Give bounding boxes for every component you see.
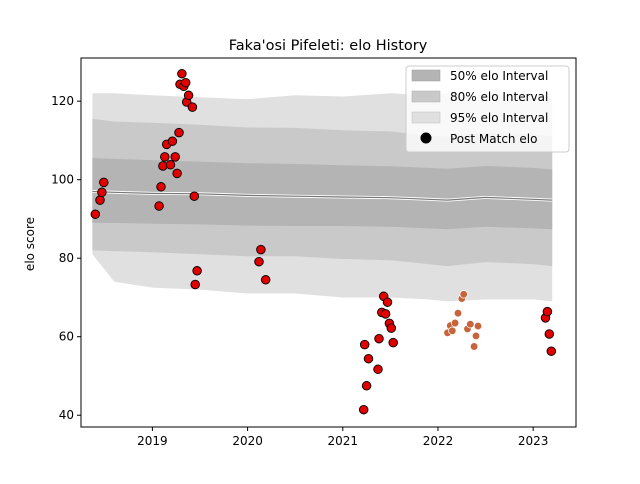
data-point — [99, 177, 109, 188]
data-point — [95, 195, 105, 205]
data-point — [466, 320, 475, 329]
post-match-points — [90, 68, 557, 415]
y-tick-label: 80 — [59, 251, 74, 265]
x-axis-ticks: 2019 2020 2021 2022 2023 — [137, 427, 548, 448]
data-point — [382, 297, 393, 307]
data-point — [180, 77, 191, 88]
data-point — [156, 182, 166, 192]
median-line-group — [92, 190, 553, 202]
y-axis-label: elo score — [23, 217, 37, 271]
data-point — [172, 168, 182, 179]
legend-label-post-match: Post Match elo — [450, 132, 537, 146]
legend-box — [405, 65, 570, 153]
data-point — [388, 337, 398, 348]
data-point — [386, 323, 397, 333]
data-point — [542, 306, 553, 317]
legend-label-80: 80% elo Interval — [450, 90, 548, 104]
band-50 — [92, 158, 553, 230]
x-tick-label: 2021 — [328, 434, 359, 448]
data-point — [359, 339, 370, 350]
y-tick-label: 40 — [59, 408, 74, 422]
legend: 50% elo Interval 80% elo Interval 95% el… — [405, 65, 570, 153]
axes-frame — [80, 57, 577, 428]
data-point — [167, 136, 178, 146]
data-point — [450, 318, 460, 328]
data-point — [165, 160, 176, 170]
y-tick-label: 100 — [51, 173, 74, 187]
data-point — [174, 127, 184, 138]
data-point — [459, 290, 468, 299]
data-point — [97, 187, 107, 198]
data-point — [544, 329, 555, 339]
legend-swatch-95 — [411, 111, 441, 124]
data-point — [473, 321, 483, 331]
x-tick-label: 2019 — [137, 434, 168, 448]
data-point — [448, 326, 457, 335]
data-point — [546, 346, 557, 356]
data-point — [154, 201, 164, 211]
data-point — [189, 191, 200, 201]
data-point — [380, 309, 391, 319]
data-point — [260, 275, 271, 285]
legend-marker-post-match — [420, 132, 432, 144]
y-axis-ticks: 40 60 80 100 120 — [51, 94, 81, 422]
data-point — [192, 266, 202, 276]
median-line — [92, 190, 553, 201]
data-point — [471, 331, 481, 341]
x-tick-label: 2022 — [423, 434, 454, 448]
y-tick-label: 120 — [51, 94, 74, 108]
legend-swatch-80 — [411, 90, 441, 103]
data-point — [187, 102, 198, 112]
data-point — [361, 381, 372, 391]
x-tick-label: 2023 — [518, 434, 549, 448]
legend-label-50: 50% elo Interval — [450, 69, 548, 83]
y-tick-label: 60 — [59, 330, 74, 344]
data-point — [256, 244, 266, 255]
data-point — [177, 68, 187, 79]
legend-swatch-50 — [411, 69, 441, 82]
data-point — [358, 404, 369, 415]
data-point — [469, 342, 479, 351]
data-point — [183, 90, 194, 101]
legend-label-95: 95% elo Interval — [450, 111, 548, 125]
data-point — [160, 152, 170, 162]
data-point — [363, 353, 374, 364]
data-point — [170, 152, 180, 162]
data-point — [90, 209, 101, 219]
data-point — [453, 309, 463, 318]
chart-title: Faka'osi Pifeleti: elo History — [229, 38, 428, 54]
data-point — [190, 279, 200, 290]
x-tick-label: 2020 — [232, 434, 263, 448]
data-point — [374, 333, 384, 344]
data-point — [373, 364, 383, 375]
data-point — [254, 256, 264, 267]
